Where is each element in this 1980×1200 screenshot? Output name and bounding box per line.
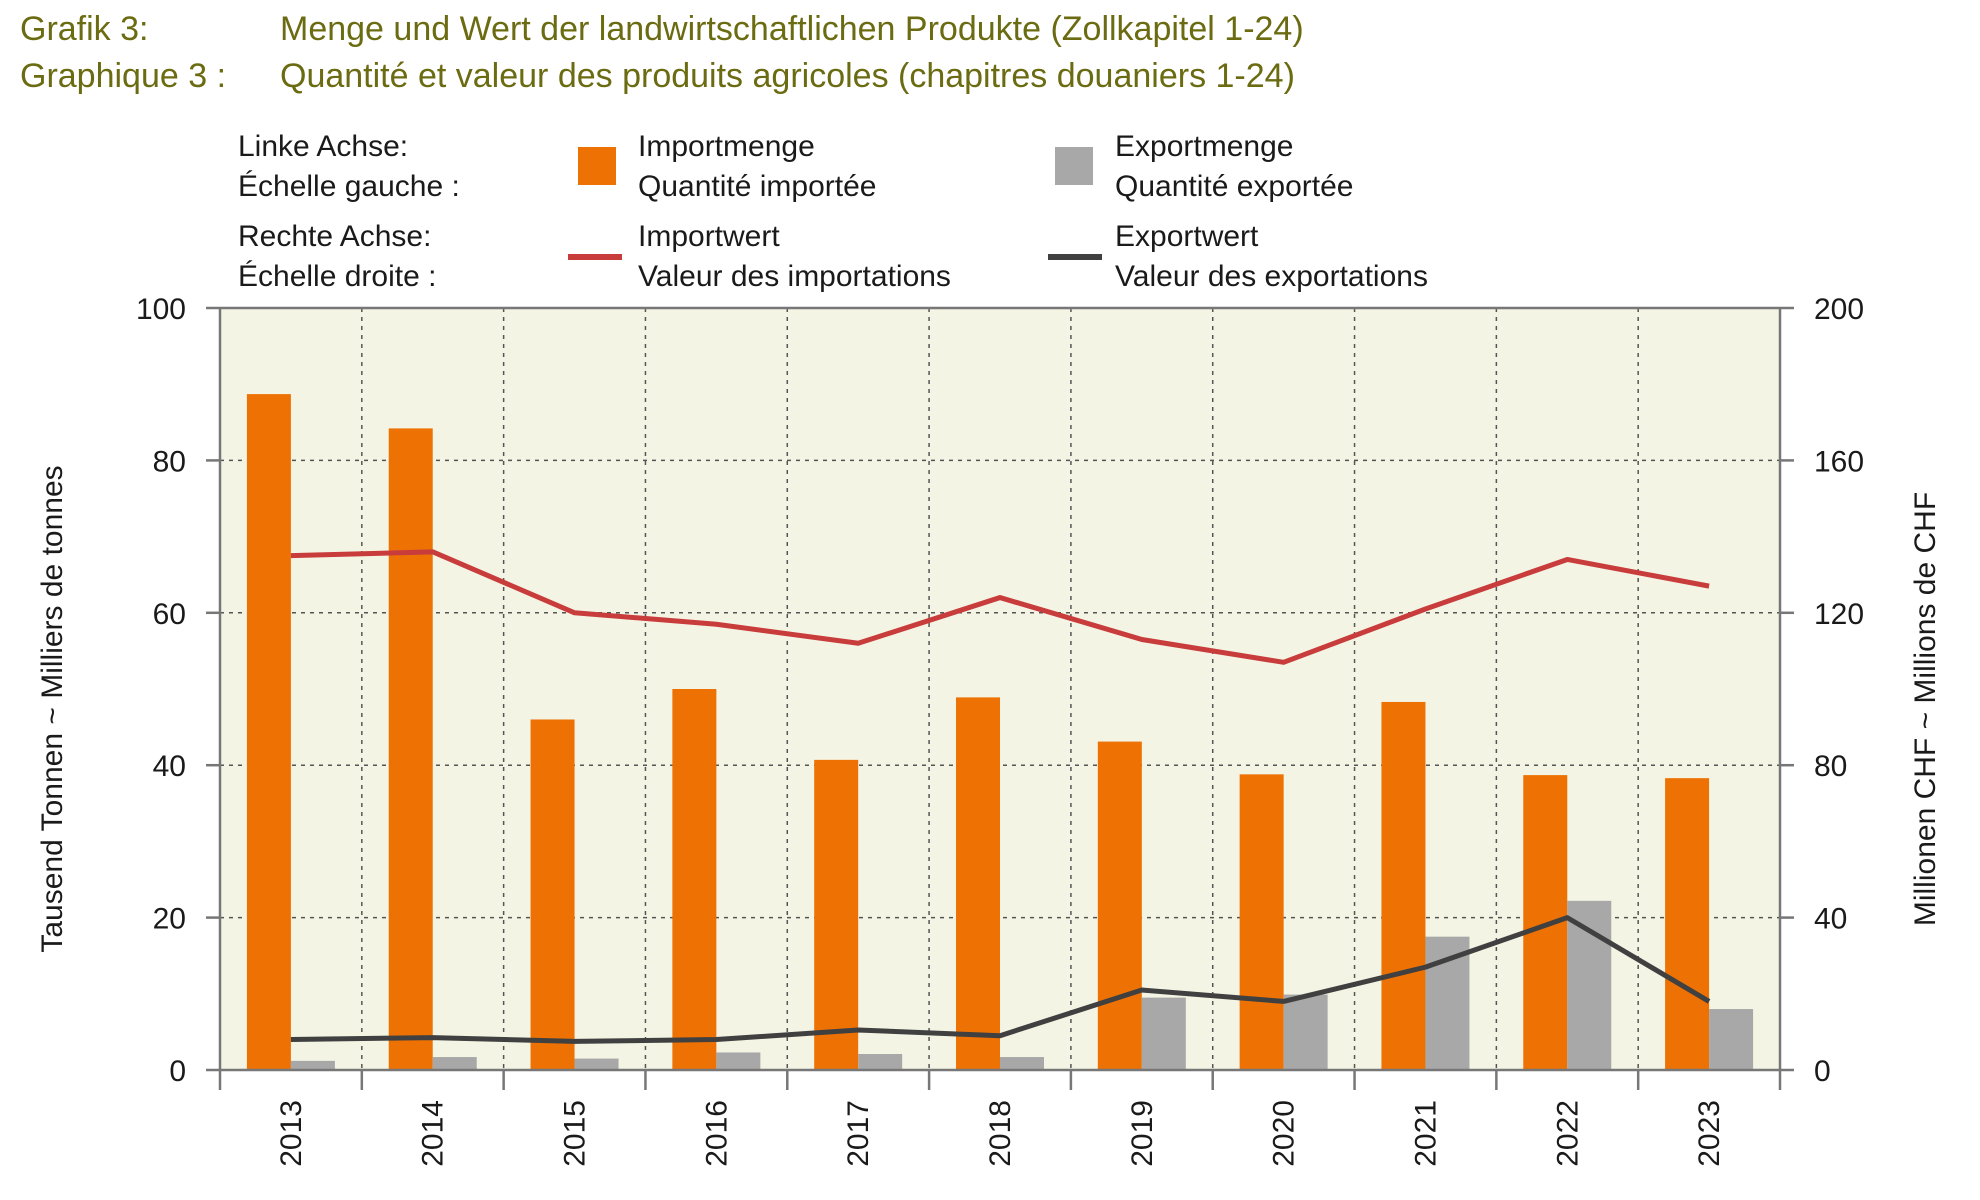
right-tick-label: 80 [1814,750,1847,783]
line-export-value [290,915,1711,1044]
bar-import-qty-2014 [388,428,433,1070]
bar-import-qty-2019 [1097,741,1142,1070]
bar-export-qty-2016 [716,1052,761,1070]
x-tick-label: 2013 [275,1100,308,1167]
right-tick-label: 200 [1814,293,1864,326]
legend-swatch-import-value [568,254,622,260]
left-tick-label: 60 [153,598,186,631]
title-de: Menge und Wert der landwirtschaftlichen … [280,10,1304,48]
left-tick-label: 80 [153,445,186,478]
left-tick-label: 100 [136,293,186,326]
legend-export-value-de: Exportwert [1115,220,1259,253]
title-prefix-de: Grafik 3: [20,10,149,48]
bar-import-qty-2017 [814,759,859,1070]
right-tick-label: 0 [1814,1055,1831,1088]
left-tick-label: 40 [153,750,186,783]
legend-swatch-import-qty [578,147,616,185]
x-tick-label: 2018 [984,1100,1017,1167]
bar-import-qty-2021 [1381,701,1426,1070]
bar-export-qty-2015 [574,1058,619,1070]
x-tick-label: 2015 [559,1100,592,1167]
legend-export-qty-de: Exportmenge [1115,130,1294,163]
left-axis-label: Tausend Tonnen ~ Milliers de tonnes [36,465,69,952]
bar-export-qty-2017 [858,1053,903,1070]
x-tick-label: 2014 [417,1100,450,1167]
x-tick-label: 2019 [1126,1100,1159,1167]
right-tick-label: 40 [1814,903,1847,936]
legend-right-axis-fr: Échelle droite : [238,260,437,293]
bar-import-qty-2023 [1665,778,1710,1070]
bar-import-qty-2015 [530,719,575,1070]
legend-right-axis-de: Rechte Achse: [238,220,432,253]
bar-export-qty-2014 [432,1057,477,1070]
legend-import-qty-de: Importmenge [638,130,815,163]
bar-import-qty-2018 [956,697,1000,1070]
bar-export-qty-2020 [1283,994,1328,1070]
bar-export-qty-2023 [1709,1009,1754,1070]
x-tick-label: 2016 [700,1100,733,1167]
x-tick-label: 2023 [1693,1100,1726,1167]
bar-export-qty-2018 [1000,1057,1044,1070]
legend-left-axis-fr: Échelle gauche : [238,170,460,203]
right-axis-label: Millionen CHF ~ Millions de CHF [1909,492,1942,926]
title-fr: Quantité et valeur des produits agricole… [280,57,1295,95]
right-tick-label: 120 [1814,598,1864,631]
bar-export-qty-2022 [1567,900,1612,1070]
right-tick-label: 160 [1814,445,1864,478]
legend-import-value-de: Importwert [638,220,780,253]
line-import-value [290,549,1710,665]
x-tick-label: 2021 [1409,1100,1442,1167]
legend-import-value-fr: Valeur des importations [638,260,951,293]
bar-import-qty-2013 [246,394,291,1071]
bar-import-qty-2016 [672,689,717,1070]
legend-left-axis-de: Linke Achse: [238,130,409,163]
legend-swatch-export-value [1048,254,1102,260]
title-prefix-fr: Graphique 3 : [20,57,227,95]
x-tick-label: 2020 [1268,1100,1301,1167]
left-tick-label: 20 [153,903,186,936]
left-tick-label: 0 [169,1055,186,1088]
x-tick-label: 2022 [1551,1100,1584,1167]
bar-import-qty-2020 [1239,774,1284,1070]
legend-export-value-fr: Valeur des exportations [1115,260,1428,293]
x-tick-label: 2017 [842,1100,875,1167]
bar-export-qty-2013 [290,1060,335,1070]
bar-export-qty-2019 [1141,997,1186,1070]
legend-import-qty-fr: Quantité importée [638,170,877,203]
legend-export-qty-fr: Quantité exportée [1115,170,1354,203]
legend-swatch-export-qty [1055,147,1093,185]
